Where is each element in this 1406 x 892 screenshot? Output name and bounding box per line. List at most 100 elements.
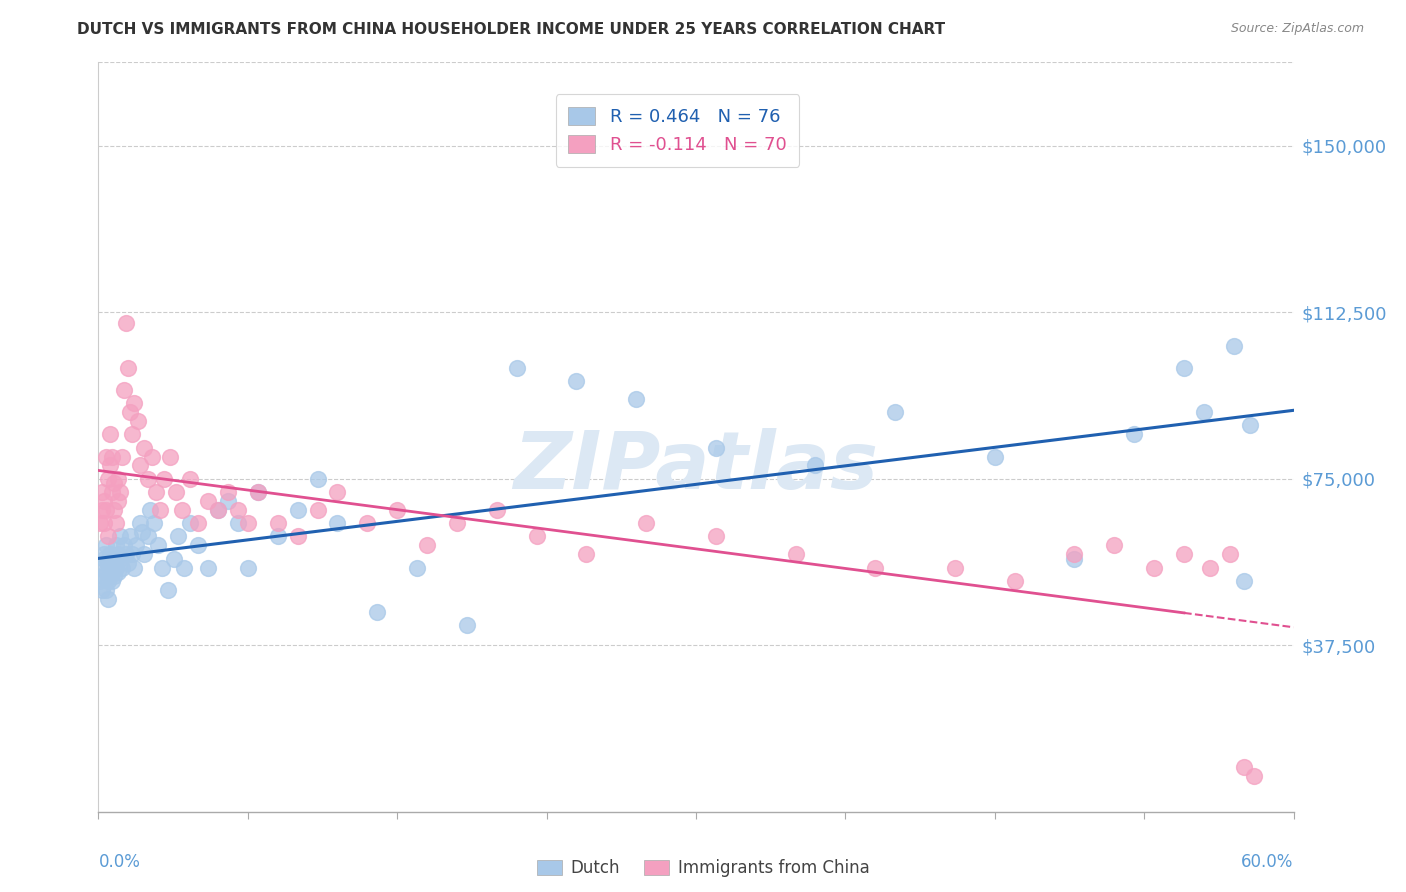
Point (1104, 538, 1126, 552)
Point (134, 547, 156, 561)
Point (103, 503, 125, 517)
Point (1243, 769, 1265, 783)
Point (117, 360, 139, 375)
Point (93, 551, 115, 566)
Point (110, 551, 132, 566)
Point (217, 485, 239, 500)
Text: 60.0%: 60.0% (1241, 853, 1294, 871)
Point (98, 560, 122, 574)
Point (159, 450, 181, 464)
Point (136, 472, 159, 486)
Point (91, 582, 114, 597)
Point (267, 529, 290, 543)
Point (1233, 760, 1256, 774)
Point (226, 516, 249, 530)
Point (115, 316, 138, 330)
Point (103, 569, 125, 583)
Point (1123, 427, 1146, 442)
Point (226, 503, 249, 517)
Point (704, 441, 727, 455)
Point (107, 547, 129, 561)
Point (456, 618, 478, 632)
Point (626, 392, 648, 406)
Point (93, 569, 115, 583)
Point (91, 485, 114, 500)
Point (110, 529, 132, 543)
Point (96, 503, 118, 517)
Point (110, 485, 132, 500)
Point (197, 560, 219, 574)
Point (98, 427, 122, 442)
Point (884, 405, 907, 419)
Point (89, 574, 111, 588)
Point (1063, 547, 1085, 561)
Point (124, 560, 146, 574)
Point (107, 565, 129, 579)
Point (167, 529, 190, 543)
Point (91, 503, 114, 517)
Point (148, 538, 170, 552)
Point (139, 503, 162, 517)
Point (107, 472, 129, 486)
Point (1063, 551, 1085, 566)
Point (121, 427, 143, 442)
Point (636, 516, 658, 530)
Point (179, 472, 201, 486)
Point (217, 494, 239, 508)
Text: 0.0%: 0.0% (98, 853, 141, 871)
Point (153, 472, 176, 486)
Point (172, 503, 194, 517)
Point (134, 441, 156, 455)
Point (150, 560, 173, 574)
Point (366, 605, 388, 619)
Point (326, 516, 349, 530)
Point (93, 547, 115, 561)
Point (165, 485, 187, 500)
Point (187, 538, 209, 552)
Point (112, 538, 135, 552)
Point (1173, 360, 1195, 375)
Point (1004, 574, 1026, 588)
Point (1143, 560, 1166, 574)
Point (526, 529, 548, 543)
Point (943, 560, 966, 574)
Point (117, 556, 139, 570)
Point (101, 556, 124, 570)
Point (121, 547, 143, 561)
Point (207, 503, 229, 517)
Point (197, 494, 219, 508)
Point (236, 560, 259, 574)
Point (173, 560, 195, 574)
Point (103, 551, 125, 566)
Point (96, 538, 118, 552)
Point (127, 414, 149, 428)
Point (101, 450, 124, 464)
Point (1192, 405, 1215, 419)
Point (163, 551, 186, 566)
Point (97, 472, 120, 486)
Point (101, 485, 124, 500)
Point (107, 494, 129, 508)
Point (984, 450, 1007, 464)
Point (804, 458, 827, 473)
Point (565, 374, 588, 388)
Point (149, 503, 172, 517)
Point (101, 574, 124, 588)
Point (103, 476, 125, 491)
Point (307, 472, 329, 486)
Point (145, 485, 167, 500)
Point (105, 538, 128, 552)
Point (93, 494, 115, 508)
Point (101, 551, 124, 566)
Point (246, 485, 269, 500)
Point (416, 538, 439, 552)
Point (1233, 574, 1256, 588)
Point (129, 516, 152, 530)
Point (105, 516, 128, 530)
Point (267, 516, 290, 530)
Point (129, 458, 152, 473)
Point (785, 547, 807, 561)
Point (1173, 547, 1195, 561)
Point (97, 574, 120, 588)
Point (112, 383, 135, 397)
